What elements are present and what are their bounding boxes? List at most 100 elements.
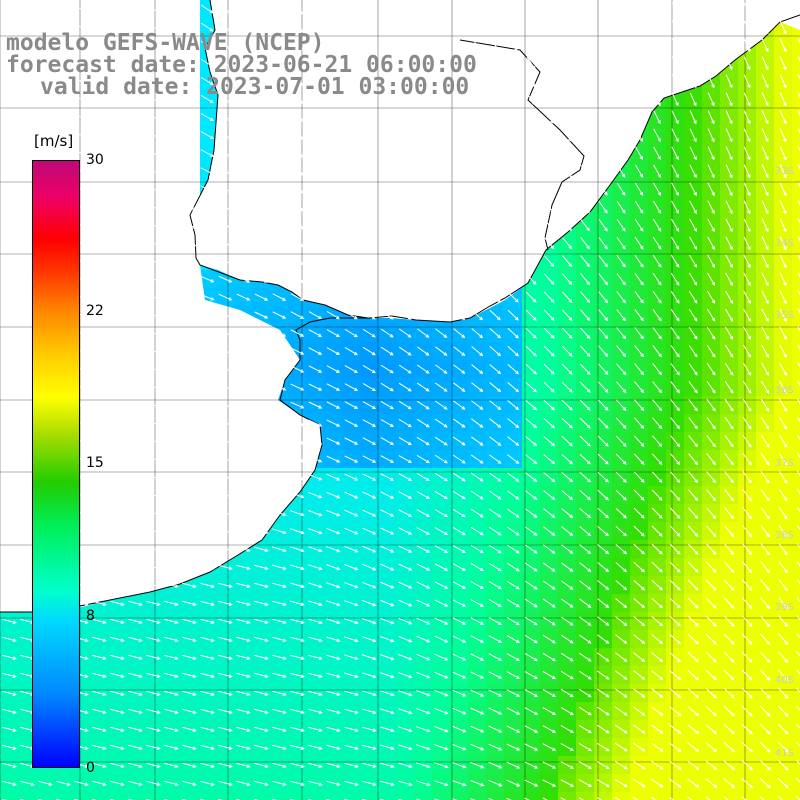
- wind-cell: [18, 792, 36, 800]
- wind-cell: [792, 450, 800, 468]
- wind-arrow: [309, 130, 322, 140]
- wind-cell: [792, 576, 800, 594]
- wind-arrow: [417, 75, 429, 87]
- wind-arrow: [164, 95, 179, 103]
- wind-arrow: [272, 148, 286, 158]
- wind-cell: [630, 792, 648, 800]
- wind-arrow: [490, 147, 501, 160]
- wind-arrow: [797, 164, 800, 170]
- wind-arrow: [563, 2, 571, 17]
- wind-arrow: [182, 4, 196, 14]
- wind-arrow: [435, 93, 447, 105]
- wind-arrow: [471, 165, 483, 177]
- wind-arrow: [290, 148, 304, 158]
- wind-arrow: [671, 74, 679, 89]
- wind-arrow: [635, 20, 643, 35]
- wind-cell: [450, 792, 468, 800]
- wind-arrow: [761, 128, 769, 143]
- wind-arrow: [725, 182, 733, 197]
- wind-arrow: [200, 40, 214, 50]
- wind-arrow: [472, 3, 482, 16]
- wind-arrow: [653, 74, 661, 89]
- wind-arrow: [363, 93, 375, 105]
- wind-arrow: [671, 56, 679, 71]
- wind-arrow: [363, 21, 375, 33]
- wind-arrow: [255, 22, 268, 32]
- wind-arrow: [544, 56, 554, 70]
- wind-arrow: [472, 75, 483, 88]
- wind-arrow: [508, 165, 519, 178]
- wind-arrow: [797, 74, 800, 80]
- wind-arrow: [236, 76, 250, 86]
- wind-arrow: [490, 75, 500, 88]
- wind-arrow: [237, 22, 250, 32]
- wind-arrow: [489, 183, 501, 195]
- wind-arrow: [580, 92, 590, 106]
- wind-arrow: [435, 147, 447, 159]
- wind-arrow: [2, 42, 17, 49]
- wind-arrow: [290, 184, 304, 194]
- wind-cell: [288, 792, 306, 800]
- wind-cell: [792, 648, 800, 666]
- colorbar: [32, 160, 80, 768]
- wind-arrow: [345, 148, 358, 159]
- wind-arrow: [363, 148, 376, 159]
- wind-arrow: [635, 74, 643, 89]
- wind-cell: [432, 792, 450, 800]
- wind-arrow: [128, 149, 143, 157]
- wind-arrow: [128, 59, 143, 67]
- wind-arrow: [92, 23, 107, 31]
- wind-arrow: [182, 185, 197, 193]
- wind-arrow: [454, 57, 465, 70]
- wind-cell: [342, 792, 360, 800]
- wind-arrow: [92, 204, 107, 211]
- wind-arrow: [381, 111, 393, 123]
- wind-arrow: [435, 183, 447, 195]
- wind-arrow: [653, 20, 661, 35]
- wind-arrow: [399, 21, 411, 34]
- wind-arrow: [562, 92, 572, 106]
- wind-arrow: [399, 39, 411, 51]
- wind-arrow: [526, 38, 536, 52]
- wind-cell: [216, 792, 234, 800]
- wind-arrow: [363, 166, 376, 177]
- wind-arrow: [218, 185, 233, 193]
- wind-arrow: [381, 57, 393, 69]
- wind-arrow: [508, 111, 518, 124]
- wind-arrow: [490, 111, 501, 124]
- wind-cell: [792, 756, 800, 774]
- wind-arrow: [526, 93, 536, 106]
- wind-arrow: [164, 4, 178, 14]
- wind-arrow: [2, 150, 17, 156]
- wind-arrow: [128, 77, 143, 85]
- lat-label: 37S: [774, 458, 794, 469]
- wind-arrow: [20, 78, 35, 85]
- wind-cell: [792, 540, 800, 558]
- wind-arrow: [508, 57, 518, 70]
- wind-arrow: [490, 165, 501, 178]
- wind-arrow: [200, 58, 214, 68]
- wind-arrow: [327, 166, 340, 176]
- wind-arrow: [761, 182, 769, 197]
- wind-arrow: [779, 128, 787, 143]
- wind-arrow: [598, 164, 608, 178]
- wind-arrow: [272, 112, 286, 122]
- wind-arrow: [707, 20, 715, 35]
- wind-arrow: [743, 74, 751, 89]
- wind-arrow: [309, 76, 322, 87]
- wind-arrow: [544, 183, 554, 196]
- wind-arrow: [290, 166, 304, 176]
- wind-cell: [792, 144, 800, 162]
- wind-arrow: [146, 5, 160, 14]
- wind-cell: [792, 72, 800, 90]
- wind-cell: [792, 270, 800, 288]
- wind-arrow: [689, 38, 697, 53]
- wind-arrow: [598, 110, 608, 124]
- wind-cell: [234, 792, 252, 800]
- wind-arrow: [725, 110, 733, 125]
- wind-arrow: [110, 5, 125, 13]
- wind-arrow: [689, 20, 697, 35]
- wind-arrow: [797, 182, 800, 188]
- wind-arrow: [218, 40, 232, 50]
- wind-cell: [558, 792, 576, 800]
